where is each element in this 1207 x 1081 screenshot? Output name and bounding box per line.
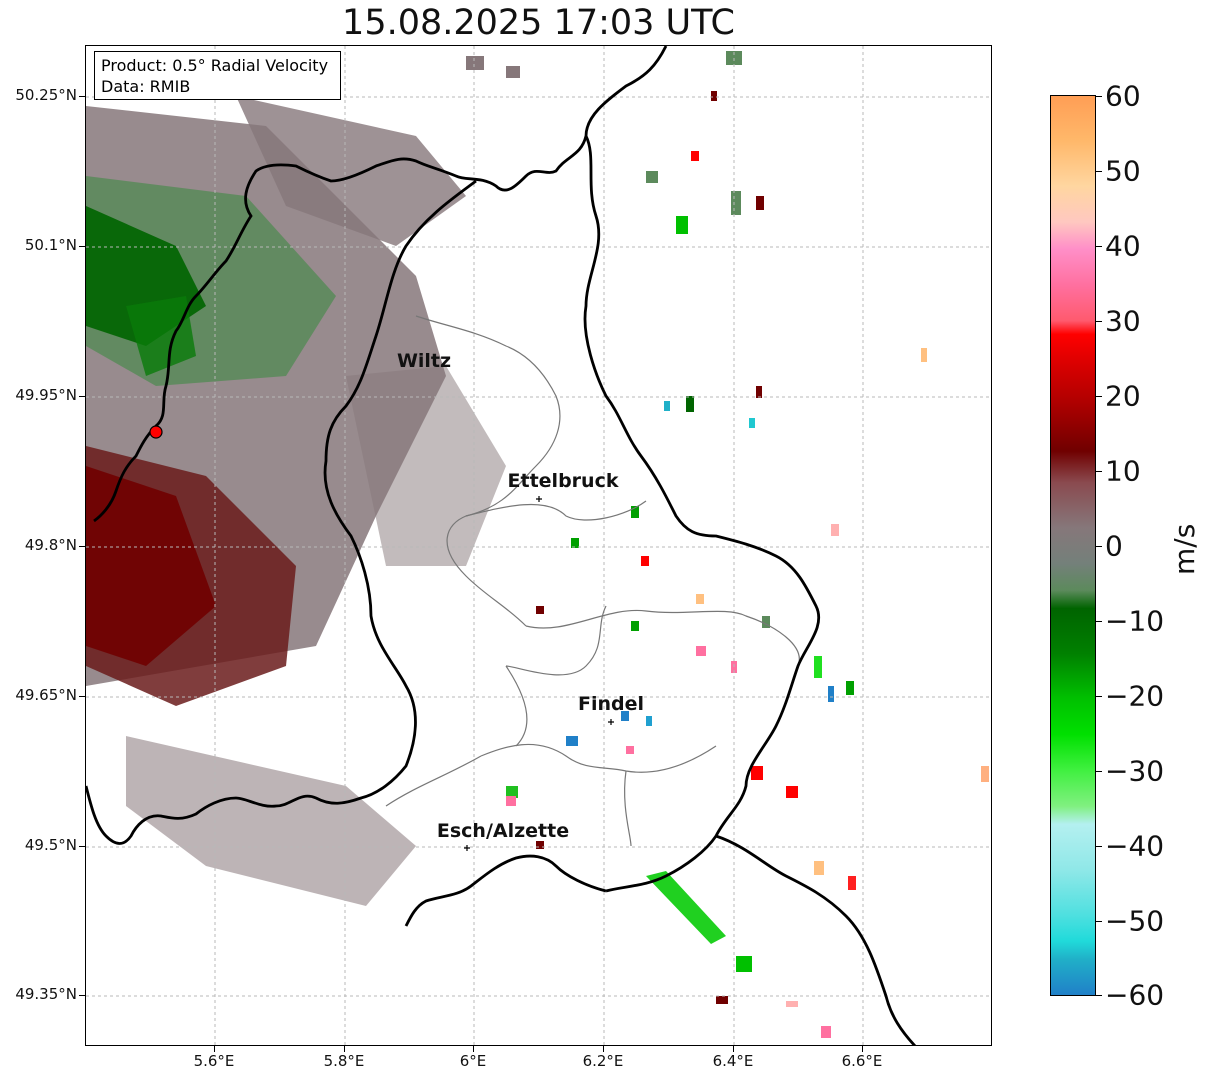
lon-tick-label: 6.4°E	[712, 1052, 754, 1070]
colorbar-tick-label: −50	[1105, 904, 1165, 938]
colorbar-tick-label: 0	[1105, 529, 1123, 563]
colorbar-tick-label: −30	[1105, 754, 1165, 788]
lon-tick-mark	[473, 1046, 474, 1052]
radar-map-canvas	[86, 46, 991, 1045]
lon-tick-label: 5.8°E	[323, 1052, 365, 1070]
lat-tick-mark	[79, 696, 85, 697]
colorbar-tick-label: 40	[1105, 229, 1141, 263]
velocity-colorbar	[1050, 95, 1096, 996]
product-info-box: Product: 0.5° Radial Velocity Data: RMIB	[94, 51, 341, 100]
colorbar-tick	[1096, 771, 1102, 772]
colorbar-tick	[1096, 396, 1102, 397]
colorbar-tick	[1096, 546, 1102, 547]
lon-tick-label: 6.6°E	[841, 1052, 883, 1070]
lat-tick-mark	[79, 995, 85, 996]
velocity-echoes	[86, 51, 989, 1038]
lon-tick-mark	[344, 1046, 345, 1052]
canton-boundaries	[385, 315, 800, 847]
radar-site-marker	[149, 425, 163, 439]
city-label-findel: Findel	[577, 693, 645, 715]
radar-map[interactable]	[85, 45, 992, 1046]
city-label-ettelbruck: Ettelbruck	[507, 470, 619, 492]
lon-tick-mark	[214, 1046, 215, 1052]
lon-tick-mark	[733, 1046, 734, 1052]
lon-tick-mark	[603, 1046, 604, 1052]
lat-tick-label: 49.95°N	[15, 386, 77, 404]
lat-tick-mark	[79, 96, 85, 97]
city-label-esch-alzette: Esch/Alzette	[436, 820, 570, 842]
colorbar-tick-label: 10	[1105, 454, 1141, 488]
colorbar-tick	[1096, 995, 1102, 996]
colorbar-tick	[1096, 321, 1102, 322]
lon-tick-label: 5.6°E	[193, 1052, 235, 1070]
colorbar-tick	[1096, 921, 1102, 922]
colorbar-tick-label: 30	[1105, 304, 1141, 338]
city-label-wiltz: Wiltz	[396, 350, 452, 372]
data-source-label: Data: RMIB	[101, 77, 191, 96]
colorbar-tick	[1096, 171, 1102, 172]
colorbar-tick-label: −20	[1105, 679, 1165, 713]
colorbar-tick	[1096, 846, 1102, 847]
colorbar-tick-label: 20	[1105, 379, 1141, 413]
lat-tick-mark	[79, 246, 85, 247]
lat-tick-mark	[79, 396, 85, 397]
colorbar-tick	[1096, 471, 1102, 472]
colorbar-tick-label: −40	[1105, 829, 1165, 863]
lat-tick-label: 49.5°N	[24, 836, 77, 854]
city-markers	[464, 496, 614, 851]
product-label: Product: 0.5° Radial Velocity	[101, 56, 329, 75]
colorbar-tick	[1096, 246, 1102, 247]
lat-tick-label: 49.35°N	[15, 985, 77, 1003]
lat-tick-mark	[79, 546, 85, 547]
lon-tick-label: 6°E	[459, 1052, 487, 1070]
colorbar-tick-label: −60	[1105, 978, 1165, 1012]
lon-tick-mark	[862, 1046, 863, 1052]
colorbar-tick-label: 60	[1105, 79, 1141, 113]
colorbar-tick-label: 50	[1105, 154, 1141, 188]
colorbar-tick	[1096, 96, 1102, 97]
map-title: 15.08.2025 17:03 UTC	[342, 3, 735, 43]
colorbar-unit-label: m/s	[1168, 523, 1201, 575]
lon-tick-label: 6.2°E	[582, 1052, 624, 1070]
lat-tick-label: 50.25°N	[15, 86, 77, 104]
lat-tick-label: 50.1°N	[24, 236, 77, 254]
colorbar-tick	[1096, 696, 1102, 697]
lat-tick-mark	[79, 846, 85, 847]
lat-tick-label: 49.8°N	[24, 536, 77, 554]
national-border	[86, 46, 917, 1045]
lat-tick-label: 49.65°N	[15, 686, 77, 704]
colorbar-tick	[1096, 621, 1102, 622]
colorbar-tick-label: −10	[1105, 604, 1165, 638]
